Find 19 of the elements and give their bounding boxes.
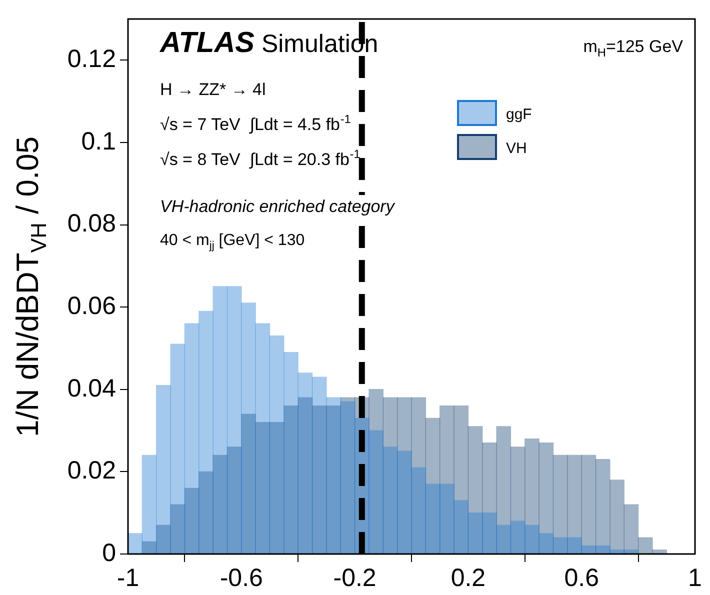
x-tick-label: 1 bbox=[688, 564, 702, 592]
y-tick-label: 0 bbox=[102, 538, 116, 567]
annotation: VH-hadronic enriched category bbox=[160, 197, 396, 216]
y-tick-label: 0.04 bbox=[67, 374, 116, 402]
x-tick-label: -0.6 bbox=[220, 564, 263, 592]
y-tick-label: 0.06 bbox=[67, 292, 116, 320]
annotation: ATLAS Simulation bbox=[159, 27, 378, 59]
x-tick-label: -0.2 bbox=[333, 564, 376, 592]
y-tick-label: 0.02 bbox=[67, 456, 116, 485]
x-tick-label: -1 bbox=[116, 564, 140, 592]
legend-label: ggF bbox=[506, 106, 532, 123]
y-axis-title: 1/N dN/dBDTVH / 0.05 bbox=[10, 136, 51, 438]
annotation: H → ZZ* → 4l bbox=[160, 80, 266, 99]
y-tick-label: 0.12 bbox=[67, 45, 116, 74]
legend-label: VH bbox=[506, 140, 527, 157]
y-tick-label: 0.1 bbox=[81, 127, 116, 156]
x-tick-label: 0.6 bbox=[564, 564, 599, 592]
y-tick-label: 0.08 bbox=[67, 210, 116, 238]
x-tick-label: 0.2 bbox=[450, 564, 486, 592]
